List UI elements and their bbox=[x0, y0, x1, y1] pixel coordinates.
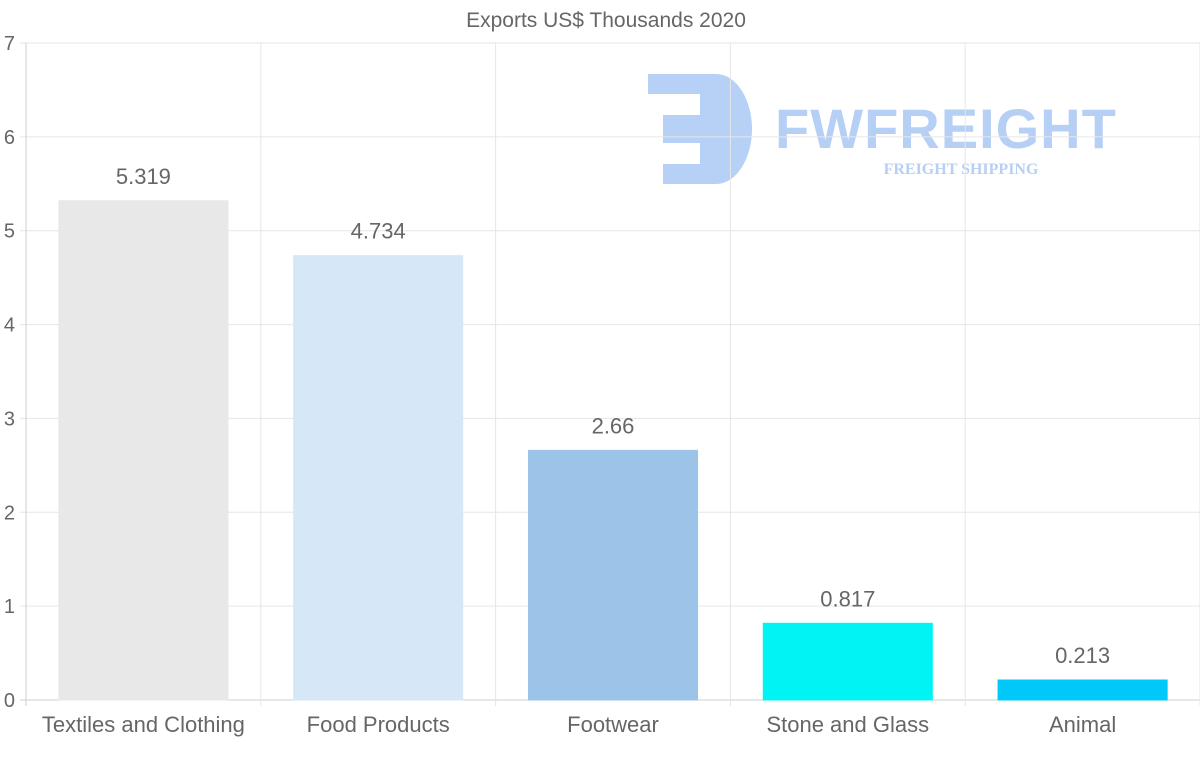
bar-footwear[interactable] bbox=[527, 449, 699, 701]
bars bbox=[58, 200, 1168, 701]
watermark-tagline: FREIGHT SHIPPING bbox=[884, 161, 1039, 178]
fwfreight-logo-icon bbox=[648, 74, 752, 184]
bar-stone-and-glass[interactable] bbox=[762, 622, 933, 701]
watermark-brand: FWFREIGHT bbox=[775, 97, 1117, 160]
y-tick-label: 4 bbox=[4, 315, 15, 337]
chart-title: Exports US$ Thousands 2020 bbox=[466, 9, 746, 32]
y-tick-label: 5 bbox=[4, 221, 15, 243]
x-tick-label: Stone and Glass bbox=[766, 712, 929, 737]
y-tick-label: 2 bbox=[4, 502, 15, 524]
data-label: 2.66 bbox=[592, 413, 635, 438]
bar-textiles-and-clothing[interactable] bbox=[58, 200, 229, 701]
data-labels: 5.319 4.734 2.66 0.817 0.213 bbox=[116, 164, 1110, 668]
x-tick-label: Animal bbox=[1049, 712, 1116, 737]
y-tick-label: 3 bbox=[4, 408, 15, 430]
bar-animal[interactable] bbox=[997, 679, 1168, 701]
y-axis-ticks: 0 1 2 3 4 5 6 7 bbox=[4, 33, 15, 712]
data-label: 4.734 bbox=[351, 219, 406, 244]
y-tick-label: 7 bbox=[4, 33, 15, 55]
data-label: 0.817 bbox=[820, 586, 875, 611]
x-tick-label: Footwear bbox=[567, 712, 659, 737]
data-label: 5.319 bbox=[116, 164, 171, 189]
y-tick-label: 0 bbox=[4, 690, 15, 712]
y-tick-label: 1 bbox=[4, 596, 15, 618]
x-tick-label: Textiles and Clothing bbox=[42, 712, 245, 737]
x-tick-label: Food Products bbox=[307, 712, 450, 737]
bar-food-products[interactable] bbox=[293, 255, 464, 701]
x-axis-ticks: Textiles and Clothing Food Products Footwe… bbox=[42, 712, 1116, 737]
data-label: 0.213 bbox=[1055, 643, 1110, 668]
fwfreight-watermark: FWFREIGHT FREIGHT SHIPPING bbox=[648, 74, 1117, 184]
y-tick-label: 6 bbox=[4, 127, 15, 149]
